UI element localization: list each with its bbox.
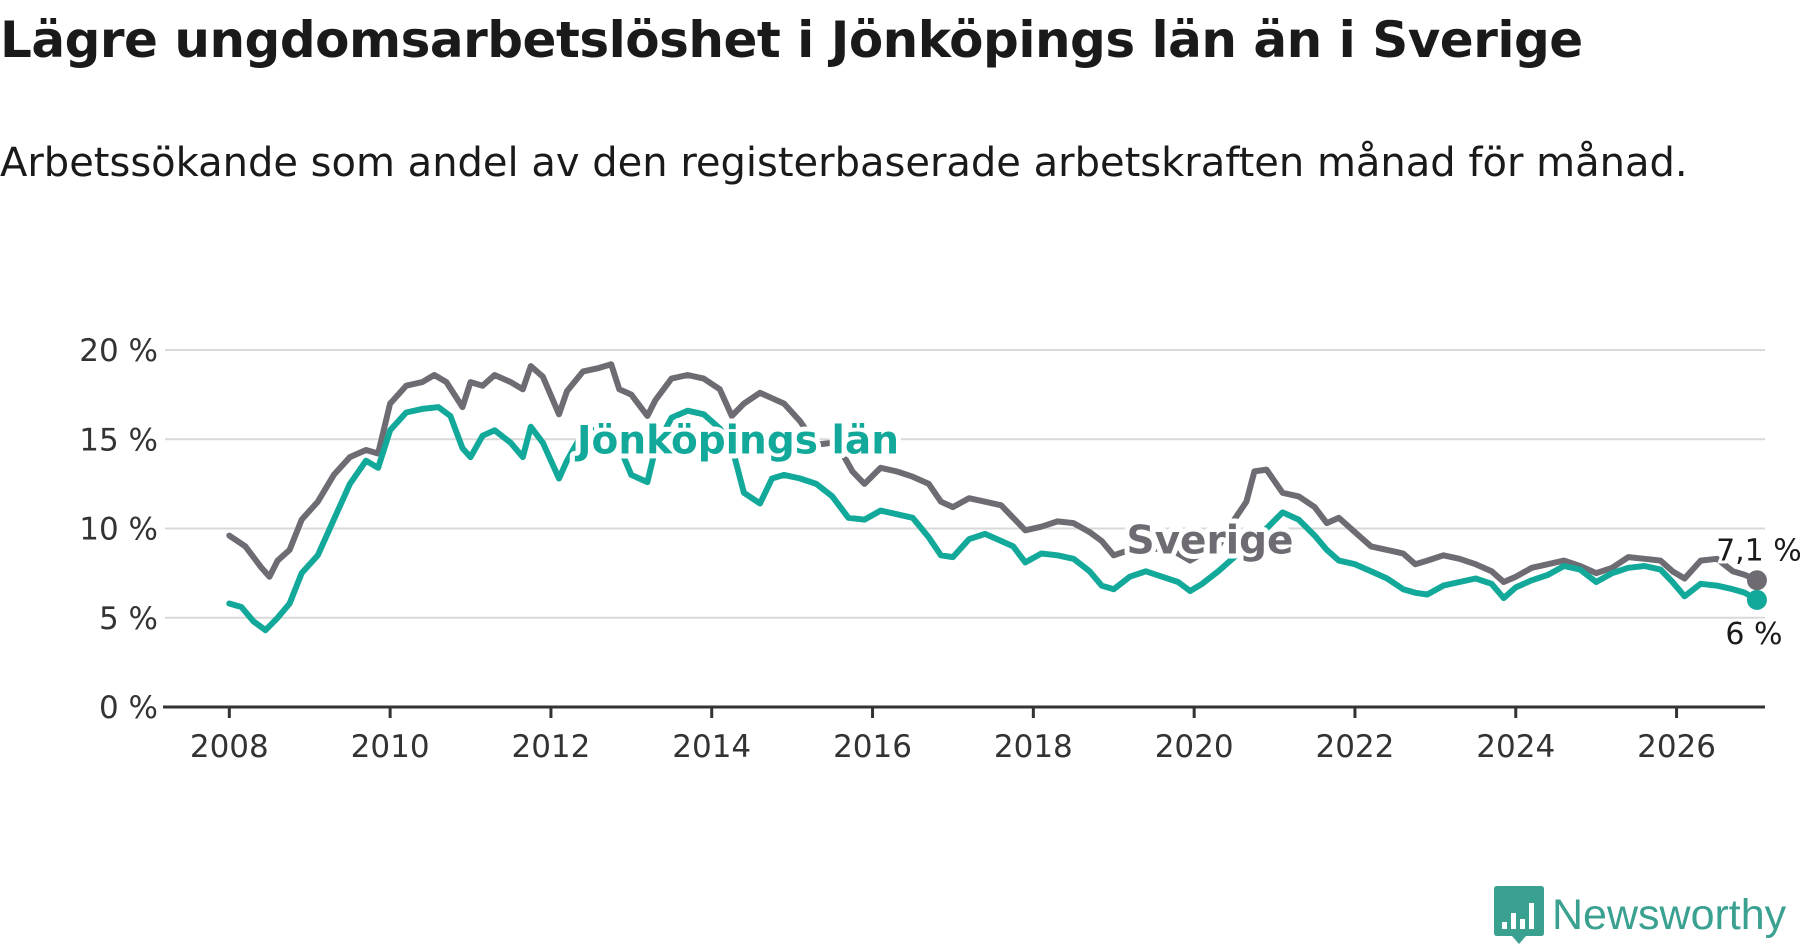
end-point-sverige: [1746, 570, 1767, 591]
grid-layer: [165, 349, 1765, 619]
y-tick-label: 5 %: [99, 601, 158, 637]
series-layer: [226, 361, 1767, 634]
brand-logo[interactable]: Newsworthy: [1494, 886, 1786, 944]
x-tick-label: 2010: [351, 729, 430, 765]
axis-layer: 0 % 5 % 10 % 15 % 20 % 2008 2010 2012 2014 2016 20…: [79, 333, 1765, 765]
y-tick-label: 15 %: [79, 422, 158, 458]
newsworthy-logo-icon: [1494, 886, 1544, 944]
series-label-jonkopings-lan: Jönköpings län: [574, 419, 899, 464]
x-tick-label: 2018: [994, 729, 1073, 765]
line-chart: 0 % 5 % 10 % 15 % 20 % 2008 2010 2012 2014 2016 20…: [79, 333, 1800, 765]
x-tick-label: 2008: [190, 729, 269, 765]
chart-title: Lägre ungdomsarbetslöshet i Jönköpings l…: [0, 11, 1583, 69]
brand-name: Newsworthy: [1552, 890, 1787, 939]
label-layer: 7,1 % 6 % Jönköpings län Sverige: [569, 414, 1800, 655]
series-label-sverige: Sverige: [1127, 518, 1294, 563]
end-point-jonkopings-lan: [1746, 589, 1767, 610]
end-label-jonkopings-lan: 6 %: [1725, 617, 1782, 652]
y-tick-label: 10 %: [79, 512, 158, 548]
series-line-jonkopings-lan: [226, 404, 1760, 634]
chart-subtitle: Arbetssökande som andel av den registerb…: [0, 140, 1688, 186]
end-label-sverige: 7,1 %: [1716, 533, 1800, 568]
x-tick-label: 2026: [1637, 729, 1716, 765]
x-tick-label: 2020: [1155, 729, 1234, 765]
x-tick-label: 2014: [672, 729, 751, 765]
x-tick-label: 2022: [1315, 729, 1394, 765]
x-tick-label: 2012: [511, 729, 590, 765]
y-tick-label: 0 %: [99, 690, 158, 726]
y-tick-label: 20 %: [79, 333, 158, 369]
series-line-sverige: [226, 361, 1760, 585]
x-tick-label: 2016: [833, 729, 912, 765]
x-tick-label: 2024: [1476, 729, 1555, 765]
